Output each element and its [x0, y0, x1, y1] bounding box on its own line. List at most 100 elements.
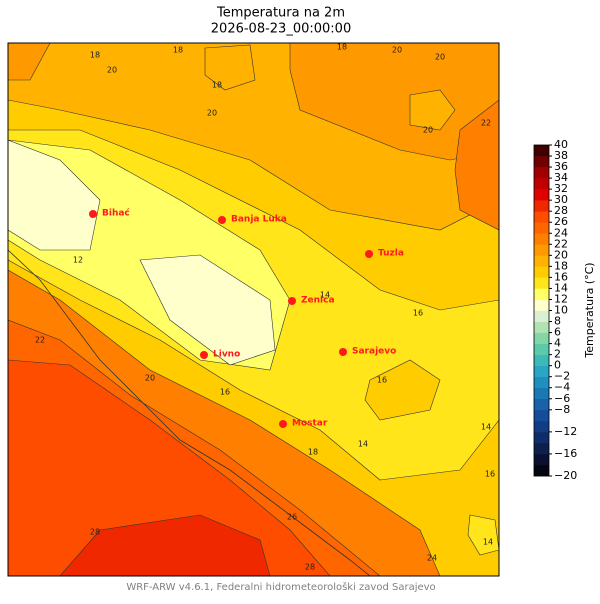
colorbar-tick-label: 2 — [554, 348, 561, 361]
contour-label: 18 — [308, 448, 318, 457]
colorbar-swatch — [534, 453, 549, 466]
contour-label: 20 — [207, 109, 217, 118]
colorbar-tick-label: 6 — [554, 326, 561, 339]
colorbar-tick-label: 16 — [554, 270, 568, 283]
colorbar-swatch — [534, 167, 549, 179]
colorbar-swatch — [534, 442, 549, 455]
colorbar-swatch — [534, 178, 549, 190]
colorbar-tick-label: 14 — [554, 281, 568, 294]
zone — [139, 254, 276, 366]
colorbar-tick-label: 28 — [554, 204, 568, 217]
contour-label: 20 — [392, 46, 402, 55]
colorbar-swatch — [534, 431, 549, 444]
colorbar-swatch — [534, 354, 549, 366]
colorbar-tick-label: −16 — [554, 447, 577, 460]
colorbar-swatch — [534, 277, 549, 289]
colorbar-swatch — [534, 365, 549, 377]
zone — [409, 89, 456, 131]
colorbar-swatch — [534, 332, 549, 344]
colorbar-swatch — [534, 211, 549, 223]
cities: Bihać Banja Luka Tuzla Zenica Sarajevo Livno M… — [89, 208, 404, 429]
colorbar-swatch — [534, 409, 549, 422]
colorbar-tick-label: 20 — [554, 248, 568, 261]
colorbar-tick-label: 26 — [554, 215, 568, 228]
contour-label: 18 — [173, 46, 183, 55]
colorbar-swatch — [534, 255, 549, 267]
colorbar-swatch — [534, 420, 549, 433]
footer: WRF-ARW v4.6.1, Federalni hidrometeorolo… — [126, 581, 435, 593]
contour-label: 16 — [485, 470, 495, 479]
city-label: Mostar — [292, 419, 328, 429]
zone — [454, 99, 499, 231]
colorbar-tick-label: −4 — [554, 381, 570, 394]
contour-label: 14 — [320, 291, 330, 300]
colorbar-swatch — [534, 189, 549, 201]
map — [8, 43, 499, 576]
city-label: Bihać — [102, 208, 130, 219]
colorbar-tick-label: 4 — [554, 337, 561, 350]
city-label: Tuzla — [378, 249, 404, 259]
colorbar-tick-label: −20 — [554, 469, 577, 482]
colorbar-swatch — [534, 156, 549, 168]
colorbar-swatch — [534, 310, 549, 322]
contour-label: 20 — [435, 53, 445, 62]
zone — [467, 514, 499, 556]
zone — [364, 359, 441, 421]
contour-label: 22 — [35, 336, 45, 345]
colorbar-swatch — [534, 288, 549, 300]
zone — [204, 44, 256, 91]
colorbar-tick-label: −8 — [554, 403, 570, 416]
colorbar-swatch — [534, 244, 549, 256]
colorbar-swatch — [534, 222, 549, 234]
colorbar-tick-label: 38 — [554, 149, 568, 162]
zone — [8, 359, 331, 576]
contour-label: 16 — [413, 309, 423, 318]
colorbar-swatch — [534, 145, 549, 157]
contour-label: 20 — [145, 374, 155, 383]
contour-label: 26 — [287, 513, 297, 522]
colorbar-tick-label: 24 — [554, 226, 568, 239]
colorbar-tick-label: 18 — [554, 259, 568, 272]
colorbar-swatch — [534, 398, 549, 411]
contour-label: 16 — [220, 388, 230, 397]
city-marker — [89, 210, 97, 218]
title: Temperatura na 2m — [216, 6, 345, 21]
city-marker — [339, 348, 347, 356]
contour-label: 18 — [337, 43, 347, 52]
city-marker — [288, 297, 296, 305]
colorbar-swatch — [534, 387, 549, 400]
city-label: Banja Luka — [231, 215, 287, 225]
contour-label: 28 — [305, 563, 315, 572]
contour-label: 18 — [90, 51, 100, 60]
colorbar-swatch — [534, 299, 549, 311]
contour-label: 14 — [481, 423, 491, 432]
contour-label: 14 — [358, 440, 368, 449]
contour-label: 20 — [423, 126, 433, 135]
contour-label: 12 — [73, 256, 83, 265]
colorbar-swatch — [534, 376, 549, 389]
subtitle: 2026-08-23_00:00:00 — [211, 22, 351, 37]
colorbar-tick-label: 8 — [554, 315, 561, 328]
city-label: Livno — [213, 350, 240, 360]
colorbar-tick-label: 34 — [554, 171, 568, 184]
colorbar-tick-label: −12 — [554, 425, 577, 438]
colorbar: −20−16−12−8−6−4−202468101214161820222426… — [533, 138, 577, 482]
colorbar-tick-label: −2 — [554, 370, 570, 383]
colorbar-swatch — [534, 464, 549, 477]
city-marker — [365, 250, 373, 258]
zone — [59, 514, 271, 576]
colorbar-swatch — [534, 233, 549, 245]
zone — [8, 43, 51, 81]
city-marker — [279, 420, 287, 428]
contour-label: 14 — [483, 538, 493, 547]
contour-label: 20 — [107, 66, 117, 75]
colorbar-tick-label: 30 — [554, 193, 568, 206]
city-marker — [200, 351, 208, 359]
colorbar-tick-label: 10 — [554, 304, 568, 317]
city-label: Zenica — [301, 296, 335, 306]
contour-label: 24 — [427, 554, 437, 563]
colorbar-label: Temperatura (°C) — [583, 262, 596, 358]
contour-label: 18 — [212, 81, 222, 90]
colorbar-tick-label: −6 — [554, 392, 570, 405]
